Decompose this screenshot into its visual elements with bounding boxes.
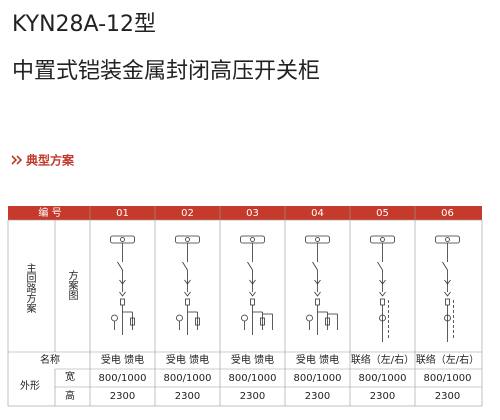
scheme-label: 主回路方案 bbox=[24, 263, 36, 314]
ct bbox=[241, 314, 248, 322]
switch bbox=[377, 261, 383, 271]
name-label: 名称 bbox=[40, 353, 60, 366]
scheme-height: 2300 bbox=[305, 391, 330, 402]
ct bbox=[306, 314, 313, 322]
breaker bbox=[315, 298, 320, 306]
ct bbox=[444, 314, 451, 322]
contact bbox=[184, 279, 191, 285]
scheme-width: 800/1000 bbox=[229, 373, 277, 384]
contact bbox=[444, 291, 451, 297]
scheme-width: 800/1000 bbox=[99, 373, 147, 384]
model-title: KYN28A-12型 bbox=[12, 12, 156, 37]
switch bbox=[442, 261, 448, 271]
switch bbox=[182, 261, 188, 271]
scheme-height: 2300 bbox=[175, 391, 200, 402]
breaker bbox=[250, 298, 255, 306]
ct bbox=[176, 314, 183, 322]
scheme-width: 800/1000 bbox=[294, 373, 342, 384]
switch bbox=[247, 261, 253, 271]
arrester bbox=[325, 317, 330, 326]
switch bbox=[312, 261, 318, 271]
column-number: 02 bbox=[181, 208, 194, 219]
scheme-width: 800/1000 bbox=[424, 373, 472, 384]
column-number: 05 bbox=[376, 208, 389, 219]
busbar bbox=[305, 235, 330, 244]
busbar-node bbox=[250, 237, 255, 242]
scheme-height: 2300 bbox=[435, 391, 460, 402]
scheme-width: 800/1000 bbox=[164, 373, 212, 384]
breaker bbox=[445, 298, 450, 306]
section-title: 典型方案 bbox=[26, 153, 75, 168]
number-label: 编 号 bbox=[38, 206, 61, 219]
width-label: 宽 bbox=[65, 370, 75, 383]
column-number: 03 bbox=[246, 208, 259, 219]
diagram-label: 方案图 bbox=[66, 269, 78, 301]
scheme-name: 受电 馈电 bbox=[166, 353, 209, 366]
contact bbox=[314, 279, 321, 285]
arrester bbox=[195, 317, 200, 326]
scheme-name: 联络（左/右） bbox=[351, 353, 414, 366]
contact bbox=[119, 291, 126, 297]
scheme-diagram bbox=[305, 235, 338, 335]
scheme-diagram bbox=[175, 235, 200, 335]
busbar-node bbox=[380, 237, 385, 242]
busbar bbox=[370, 235, 395, 244]
column-number: 06 bbox=[441, 208, 454, 219]
header-row bbox=[8, 206, 482, 220]
breaker bbox=[120, 298, 125, 306]
scheme-name: 受电 馈电 bbox=[101, 353, 144, 366]
scheme-height: 2300 bbox=[110, 391, 135, 402]
height-label: 高 bbox=[65, 389, 75, 402]
contact bbox=[249, 291, 256, 297]
ct bbox=[379, 314, 386, 322]
scheme-name: 受电 馈电 bbox=[231, 353, 274, 366]
busbar-node bbox=[185, 237, 190, 242]
table-grid bbox=[7, 219, 483, 407]
contact bbox=[249, 279, 256, 285]
contact bbox=[119, 279, 126, 285]
product-title: 中置式铠装金属封闭高压开关柜 bbox=[12, 59, 320, 84]
busbar-node bbox=[445, 237, 450, 242]
breaker bbox=[185, 298, 190, 306]
switch bbox=[117, 261, 123, 271]
column-number: 01 bbox=[116, 208, 129, 219]
busbar bbox=[240, 235, 265, 244]
scheme-name: 联络（左/右） bbox=[416, 353, 479, 366]
busbar bbox=[435, 235, 460, 244]
contact bbox=[379, 279, 386, 285]
shape-label: 外形 bbox=[20, 380, 40, 392]
contact bbox=[444, 279, 451, 285]
busbar-node bbox=[120, 237, 125, 242]
busbar bbox=[175, 235, 200, 244]
scheme-height: 2300 bbox=[370, 391, 395, 402]
arrester bbox=[260, 317, 265, 326]
contact bbox=[184, 291, 191, 297]
contact bbox=[314, 291, 321, 297]
scheme-diagram bbox=[435, 235, 460, 342]
scheme-diagram bbox=[370, 235, 395, 342]
column-number: 04 bbox=[311, 208, 324, 219]
section-marker bbox=[11, 155, 23, 165]
breaker bbox=[380, 298, 385, 306]
contact bbox=[379, 291, 386, 297]
scheme-diagram bbox=[240, 235, 273, 335]
scheme-diagram bbox=[110, 235, 135, 335]
scheme-height: 2300 bbox=[240, 391, 265, 402]
ct bbox=[111, 314, 118, 322]
scheme-name: 受电 馈电 bbox=[296, 353, 339, 366]
busbar-node bbox=[315, 237, 320, 242]
busbar bbox=[110, 235, 135, 244]
scheme-width: 800/1000 bbox=[359, 373, 407, 384]
arrester bbox=[130, 317, 135, 326]
